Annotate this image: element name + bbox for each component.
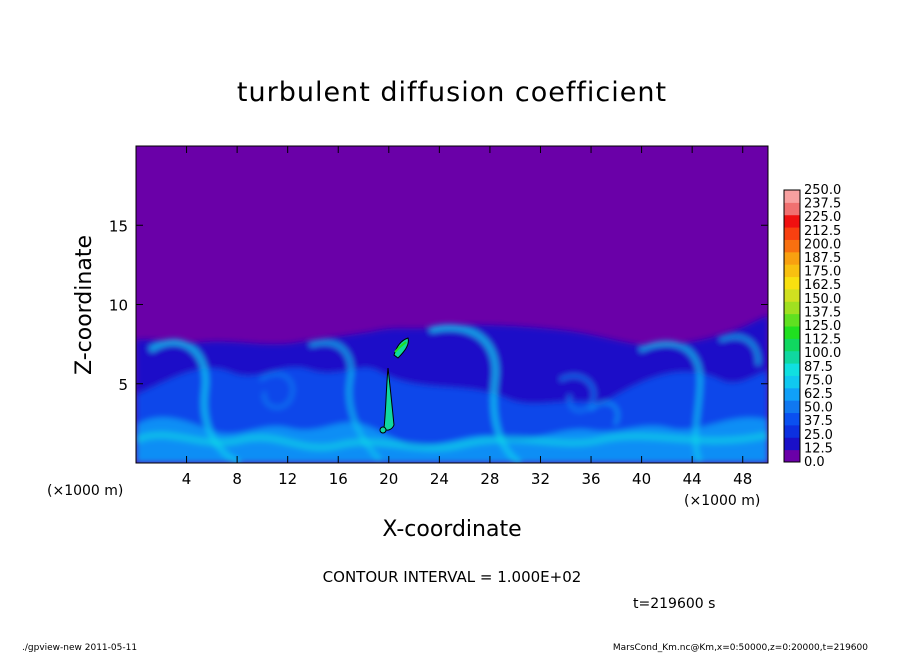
- x-tick-label: 36: [581, 470, 600, 488]
- plume-core: [394, 341, 407, 353]
- y-tick-label: 10: [109, 297, 128, 315]
- x-tick-label: 32: [531, 470, 550, 488]
- colorbar-label: 125.0: [804, 319, 841, 334]
- colorbar-swatch: [784, 288, 800, 302]
- colorbar-swatch: [784, 251, 800, 265]
- colorbar-swatch: [784, 326, 800, 339]
- colorbar-label: 212.5: [804, 224, 841, 239]
- contour-interval-label: CONTOUR INTERVAL = 1.000E+02: [323, 568, 582, 586]
- colorbar-swatch: [784, 264, 800, 278]
- x-tick-label: 24: [430, 470, 449, 488]
- y-tick-label: 15: [109, 217, 128, 235]
- near-surface-band: [136, 431, 768, 452]
- wave-crest-5: [719, 334, 761, 366]
- x-tick-label: 48: [733, 470, 752, 488]
- colorbar-label: 25.0: [804, 428, 833, 443]
- x-tick-label: 44: [683, 470, 702, 488]
- colorbar-swatch: [784, 301, 800, 315]
- x-tick-label: 16: [329, 470, 348, 488]
- colorbar-label: 250.0: [804, 183, 841, 198]
- inner-swirl-b: [558, 373, 596, 413]
- x-axis-label: X-coordinate: [382, 517, 521, 542]
- y-axis: 5 10 15: [109, 217, 768, 394]
- wave-crest-1: [148, 339, 242, 463]
- colorbar-swatch: [784, 313, 800, 327]
- colorbar-swatch: [784, 400, 800, 414]
- colorbar-swatch: [784, 338, 800, 352]
- colorbar-label: 87.5: [804, 360, 833, 375]
- colorbar-swatch: [784, 239, 800, 253]
- colorbar-label: 175.0: [804, 265, 841, 280]
- x-axis: 4 8 12 16 20 24 28 32 36 40 44 48: [182, 146, 752, 488]
- colorbar-swatch: [784, 412, 800, 426]
- layer-lower-swirl: [136, 417, 768, 463]
- colorbar-label: 150.0: [804, 292, 841, 307]
- colorbar-label: 62.5: [804, 387, 833, 402]
- colorbar-label: 112.5: [804, 333, 841, 348]
- colorbar-swatch: [784, 190, 800, 203]
- colorbar-label: 75.0: [804, 373, 833, 388]
- colorbar-swatch: [784, 437, 800, 451]
- colorbar-label: 187.5: [804, 251, 841, 266]
- colorbar-swatch: [784, 387, 800, 401]
- x-unit-right: (×1000 m): [684, 493, 760, 509]
- footer-left: ./gpview-new 2011-05-11: [22, 643, 137, 653]
- colorbar-swatch: [784, 227, 800, 240]
- colorbar-swatch: [784, 363, 800, 376]
- x-tick-label: 4: [182, 470, 192, 488]
- turbulent-layer: [136, 316, 768, 463]
- x-tick-label: 28: [480, 470, 499, 488]
- colorbar-label: 37.5: [804, 414, 833, 429]
- colorbar: 0.012.525.037.550.062.575.087.5100.0112.…: [783, 183, 841, 470]
- x-unit-left: (×1000 m): [47, 483, 123, 499]
- inner-swirl-c: [588, 401, 620, 426]
- colorbar-label: 50.0: [804, 401, 833, 416]
- wave-crest-3: [429, 324, 522, 463]
- colorbar-swatch: [784, 214, 800, 228]
- colorbar-label: 162.5: [804, 278, 841, 293]
- colorbar-label: 137.5: [804, 305, 841, 320]
- inner-swirl-a: [258, 372, 295, 410]
- footer-right: MarsCond_Km.nc@Km,x=0:50000,z=0:20000,t=…: [613, 643, 868, 653]
- x-tick-label: 20: [379, 470, 398, 488]
- colorbar-label: 0.0: [804, 455, 825, 470]
- colorbar-swatch: [784, 350, 800, 364]
- colorbar-swatch: [784, 424, 800, 438]
- colorbar-label: 237.5: [804, 197, 841, 212]
- updraft-base: [379, 426, 387, 434]
- x-tick-label: 12: [278, 470, 297, 488]
- colorbar-frame: [783, 189, 801, 463]
- colorbar-swatch: [784, 276, 800, 290]
- colorbar-label: 225.0: [804, 210, 841, 225]
- y-axis-label: Z-coordinate: [72, 235, 97, 375]
- colorbar-swatch: [784, 375, 800, 389]
- updraft-plume: [383, 337, 409, 431]
- colorbar-label: 200.0: [804, 237, 841, 252]
- time-label: t=219600 s: [633, 596, 715, 612]
- y-tick-label: 5: [118, 376, 128, 394]
- x-tick-label: 8: [232, 470, 242, 488]
- colorbar-swatch: [784, 202, 800, 216]
- colorbar-label: 12.5: [804, 441, 833, 456]
- plot-area: [135, 145, 769, 464]
- x-tick-label: 40: [632, 470, 651, 488]
- colorbar-label: 100.0: [804, 346, 841, 361]
- chart-title: turbulent diffusion coefficient: [237, 77, 667, 108]
- colorbar-swatch: [784, 449, 800, 463]
- heatmap-field: [136, 316, 768, 463]
